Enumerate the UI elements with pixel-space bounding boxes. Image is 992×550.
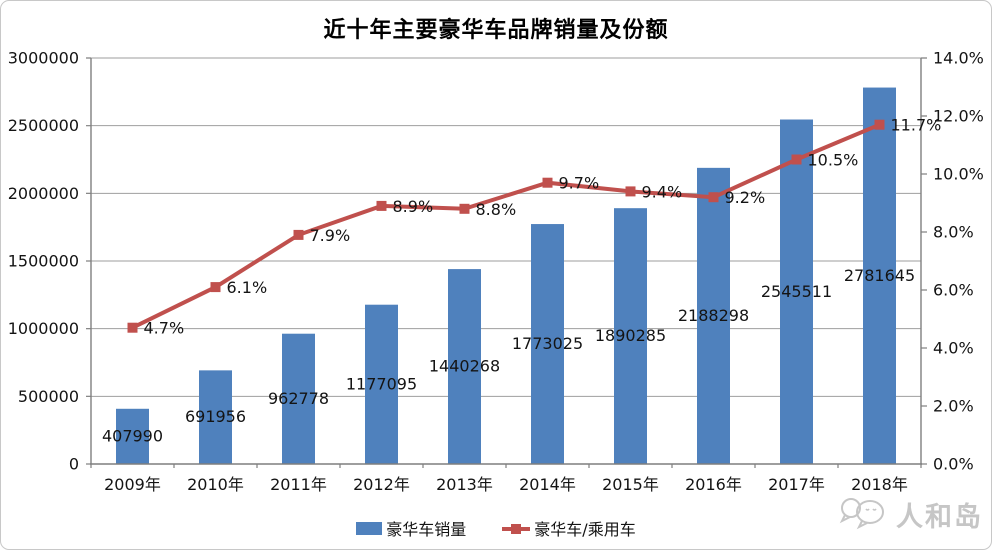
left-axis-label: 2500000 <box>8 116 79 135</box>
right-axis-label: 6.0% <box>933 281 974 300</box>
line-marker <box>376 200 387 211</box>
line-marker <box>210 282 221 293</box>
line-value-label: 9.4% <box>642 182 683 201</box>
line-value-label: 7.9% <box>310 226 351 245</box>
left-axis-label: 2000000 <box>8 184 79 203</box>
line-marker <box>542 177 553 188</box>
left-axis-label: 3000000 <box>8 49 79 68</box>
x-axis-label: 2011年 <box>270 475 327 494</box>
line-value-label: 8.9% <box>393 197 434 216</box>
line-marker <box>874 119 885 130</box>
bar-value-label: 2188298 <box>678 306 749 325</box>
right-axis-label: 12.0% <box>933 107 984 126</box>
bar-value-label: 1773025 <box>512 334 583 353</box>
bar <box>780 119 813 465</box>
line-marker <box>127 322 138 333</box>
legend-line-swatch <box>502 522 531 535</box>
bar <box>448 269 481 464</box>
legend-item-sales: 豪华车销量 <box>356 516 466 540</box>
line-marker <box>625 186 636 197</box>
left-axis-label: 1500000 <box>8 252 79 271</box>
x-axis-label: 2016年 <box>685 475 742 494</box>
line-marker <box>293 229 304 240</box>
x-axis-label: 2013年 <box>436 475 493 494</box>
bar-value-label: 1890285 <box>595 326 666 345</box>
legend-bar-swatch <box>356 521 383 535</box>
right-axis-label: 10.0% <box>933 165 984 184</box>
right-axis-label: 0.0% <box>933 455 974 474</box>
bar <box>116 408 149 464</box>
legend-item-share: 豪华车/乘用车 <box>502 516 636 540</box>
bar <box>697 167 730 464</box>
line-value-label: 4.7% <box>144 319 185 338</box>
x-axis-label: 2015年 <box>602 475 659 494</box>
line-value-label: 6.1% <box>227 278 268 297</box>
bar <box>863 87 896 464</box>
line-series <box>131 122 881 330</box>
line-value-label: 8.8% <box>476 200 517 219</box>
bar <box>365 304 398 464</box>
line-value-label: 9.7% <box>559 174 600 193</box>
bar-value-label: 691956 <box>185 407 246 426</box>
x-axis-label: 2012年 <box>353 475 410 494</box>
line-value-label: 9.2% <box>725 188 766 207</box>
bar-value-label: 2545511 <box>761 282 832 301</box>
legend-label-sales: 豪华车销量 <box>386 520 467 539</box>
x-axis-label: 2017年 <box>768 475 825 494</box>
x-axis-label: 2009年 <box>104 475 161 494</box>
watermark: 人和岛 <box>838 493 983 535</box>
bar-value-label: 1177095 <box>346 374 417 393</box>
legend: 豪华车销量 豪华车/乘用车 <box>1 516 991 540</box>
line-value-label: 11.7% <box>891 116 942 135</box>
legend-label-share: 豪华车/乘用车 <box>534 520 636 539</box>
line-marker <box>708 192 719 203</box>
bar <box>199 370 232 464</box>
bar <box>614 208 647 464</box>
bar-value-label: 2781645 <box>844 266 915 285</box>
left-axis-label: 500000 <box>18 387 79 406</box>
line-marker <box>791 154 802 165</box>
bar <box>531 224 564 464</box>
line-marker <box>459 203 470 214</box>
watermark-text: 人和岛 <box>896 501 983 533</box>
x-axis-label: 2014年 <box>519 475 576 494</box>
bar-value-label: 962778 <box>268 389 329 408</box>
right-axis-label: 14.0% <box>933 49 984 68</box>
right-axis-label: 4.0% <box>933 339 974 358</box>
x-axis-label: 2010年 <box>187 475 244 494</box>
right-axis-label: 2.0% <box>933 397 974 416</box>
left-axis-label: 0 <box>69 455 79 474</box>
bar <box>282 333 315 464</box>
x-axis-label: 2018年 <box>851 475 908 494</box>
bar-value-label: 1440268 <box>429 357 500 376</box>
left-axis-label: 1000000 <box>8 319 79 338</box>
right-axis-label: 8.0% <box>933 223 974 242</box>
speech-bubbles-icon <box>839 498 884 530</box>
line-value-label: 10.5% <box>808 151 859 170</box>
chart-title: 近十年主要豪华车品牌销量及份额 <box>323 17 669 42</box>
legend-line-marker <box>511 523 522 534</box>
bar-value-label: 407990 <box>102 426 163 445</box>
